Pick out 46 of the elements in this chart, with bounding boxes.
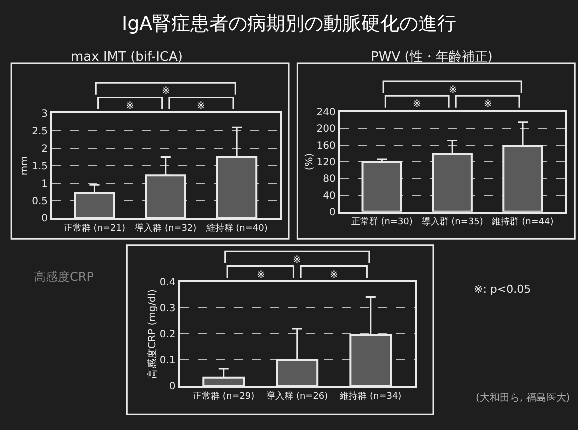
y-tick-label: 0.5 bbox=[32, 196, 48, 208]
text: ※ bbox=[257, 270, 266, 281]
x-tick-label: 導入群 (n=26) bbox=[266, 391, 328, 402]
chart-title: IgA腎症患者の病期別の動脈硬化の進行 bbox=[122, 13, 457, 35]
y-tick-label: 0.2 bbox=[160, 330, 176, 341]
chart-title: PWV (性・年齢補正) bbox=[371, 50, 493, 65]
x-tick-label: 導入群 (n=32) bbox=[135, 222, 197, 234]
text: ※ bbox=[484, 99, 492, 110]
y-tick-label: 1 bbox=[42, 178, 48, 190]
text: ※ bbox=[330, 270, 338, 281]
y-tick-label: 1.5 bbox=[32, 161, 48, 172]
text: ※: p<0.05 bbox=[474, 283, 532, 296]
text: (大和田ら, 福島医大) bbox=[476, 392, 570, 404]
y-tick-label: 200 bbox=[316, 124, 336, 136]
y-tick-label: 40 bbox=[323, 190, 336, 202]
x-tick-label: 維持群 (n=34) bbox=[339, 391, 402, 402]
y-tick-label: 160 bbox=[316, 140, 336, 152]
text: ※ bbox=[162, 86, 170, 97]
y-tick-label: 0.4 bbox=[160, 278, 176, 289]
x-tick-label: 維持群 (n=44) bbox=[491, 216, 554, 228]
y-axis-title: 高感度CRP (mg/dl) bbox=[146, 289, 158, 379]
x-tick-label: 正常群 (n=21) bbox=[64, 222, 126, 234]
x-tick-label: 導入群 (n=35) bbox=[422, 216, 484, 228]
y-tick-label: 0 bbox=[42, 214, 48, 225]
x-tick-label: 正常群 (n=29) bbox=[193, 391, 255, 402]
text: 高感度CRP bbox=[34, 270, 94, 284]
text: ※ bbox=[293, 255, 302, 266]
y-tick-label: 3 bbox=[42, 109, 48, 120]
text: ※ bbox=[126, 101, 134, 112]
y-tick-label: 0 bbox=[169, 382, 176, 393]
y-tick-label: 240 bbox=[316, 108, 336, 119]
y-axis-title: mm bbox=[20, 156, 31, 176]
y-axis-title: (%) bbox=[304, 153, 316, 171]
text: ※ bbox=[449, 85, 458, 96]
y-tick-label: 0.3 bbox=[160, 304, 176, 315]
text: ※ bbox=[197, 101, 206, 112]
x-tick-label: 維持群 (n=40) bbox=[205, 222, 268, 234]
y-tick-label: 0.1 bbox=[160, 356, 176, 367]
y-tick-label: 2.5 bbox=[32, 126, 48, 138]
y-tick-label: 0 bbox=[329, 207, 336, 218]
y-tick-label: 120 bbox=[316, 157, 336, 168]
y-tick-label: 2 bbox=[42, 144, 48, 156]
text: ※ bbox=[413, 99, 422, 110]
y-tick-label: 80 bbox=[323, 174, 336, 186]
chart-subtitle: max IMT (bif-ICA) bbox=[71, 50, 183, 65]
x-tick-label: 正常群 (n=30) bbox=[351, 216, 413, 228]
